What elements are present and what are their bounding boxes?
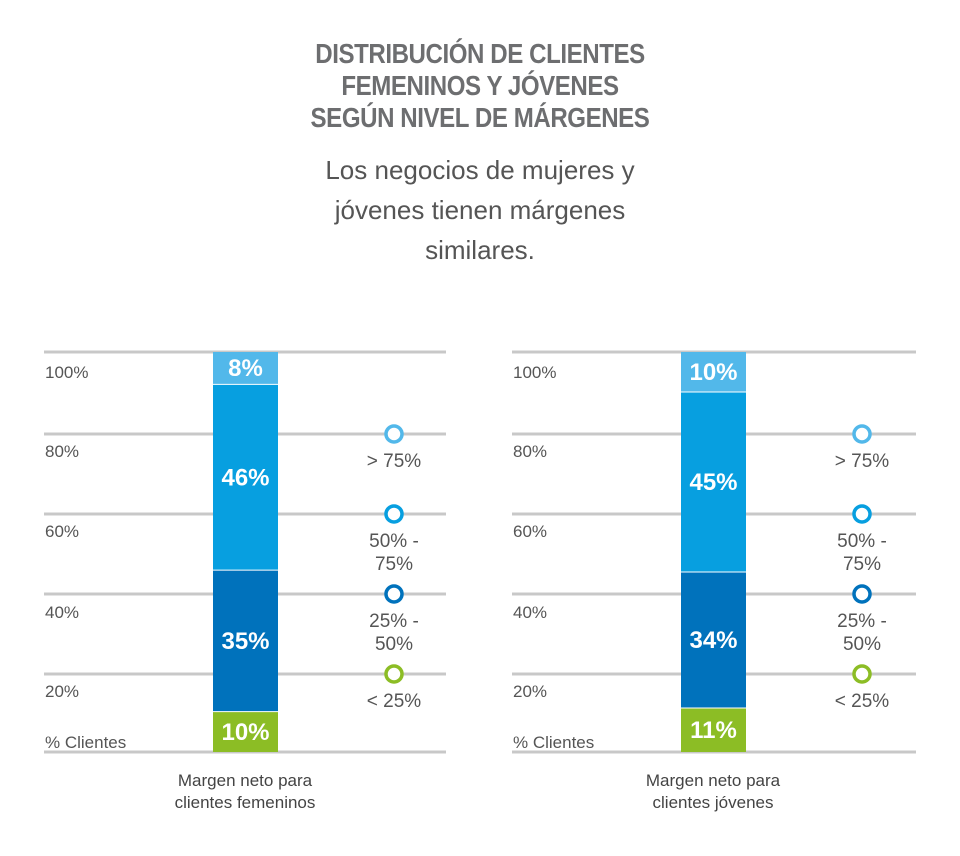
bar-segment-female-3 [213, 352, 278, 385]
legend-label-youth-0-0: > 75% [835, 451, 890, 472]
bar-label-youth-3: 10% [689, 359, 737, 386]
legend-marker-female-0 [384, 424, 404, 444]
xlabel-youth-line-1: Margen neto para [645, 771, 781, 790]
bar-segment-youth-3 [681, 352, 746, 392]
bar-segment-female-1 [213, 570, 278, 712]
chart-youth: 100% 80% 60% 40% 20% % Clientes 11% 34% 45% 10% > … [512, 350, 916, 754]
ytick-youth-3: 40% [513, 603, 547, 622]
bar-segment-female-2 [213, 384, 278, 571]
ytick-youth-1: 80% [513, 442, 547, 461]
bar-label-female-1: 35% [221, 628, 269, 655]
legend-marker-youth-1 [852, 504, 872, 524]
bar-label-female-0: 10% [221, 719, 269, 746]
ytick-female-3: 40% [45, 603, 79, 622]
legend-marker-female-1 [384, 504, 404, 524]
xlabel-female: Margen neto para clientes femeninos [95, 770, 395, 814]
bar-label-youth-1: 34% [689, 627, 737, 654]
bar-label-female-2: 46% [221, 464, 269, 491]
ylabel-female: % Clientes [45, 733, 126, 752]
legend-marker-youth-0 [852, 424, 872, 444]
xlabel-youth-line-2: clientes jóvenes [652, 793, 774, 812]
xlabel-youth: Margen neto para clientes jóvenes [563, 770, 863, 814]
subtitle-line-2: jóvenes tienen márgenes [334, 195, 626, 225]
legend-marker-youth-3 [852, 664, 872, 684]
legend-label-female-1-0: 50% - [369, 531, 419, 552]
legend-label-youth-3-0: < 25% [835, 691, 890, 712]
ytick-youth-4: 20% [513, 682, 547, 701]
bar-label-youth-2: 45% [689, 469, 737, 496]
chart-female: 100% 80% 60% 40% 20% % Clientes 10% 35% 46% 8% > 7… [44, 350, 446, 754]
ylabel-youth: % Clientes [513, 733, 594, 752]
subtitle-line-3: similares. [425, 235, 535, 265]
bar-label-youth-0: 11% [690, 717, 737, 744]
ytick-female-2: 60% [45, 522, 79, 541]
legend-label-female-2-1: 50% [375, 634, 413, 655]
bar-segment-youth-1 [681, 572, 746, 708]
ytick-female-1: 80% [45, 442, 79, 461]
legend-label-youth-1-0: 50% - [837, 531, 887, 552]
ytick-youth-2: 60% [513, 522, 547, 541]
title-line-1: DISTRIBUCIÓN DE CLIENTES [315, 38, 645, 69]
xlabel-female-line-1: Margen neto para [177, 771, 313, 790]
legend-marker-youth-2 [852, 584, 872, 604]
ytick-youth-0: 100% [513, 363, 556, 382]
chart-title: DISTRIBUCIÓN DE CLIENTES FEMENINOS Y JÓV… [67, 38, 893, 134]
bar-label-female-3: 8% [228, 355, 263, 382]
legend-label-female-0-0: > 75% [367, 451, 422, 472]
title-line-3: SEGÚN NIVEL DE MÁRGENES [310, 102, 650, 133]
legend-label-youth-2-0: 25% - [837, 611, 887, 632]
ytick-female-0: 100% [45, 363, 88, 382]
legend-label-youth-1-1: 75% [843, 554, 881, 575]
legend-label-female-2-0: 25% - [369, 611, 419, 632]
legend-label-female-3-0: < 25% [367, 691, 422, 712]
chart-subtitle: Los negocios de mujeres y jóvenes tienen… [280, 150, 680, 270]
ytick-female-4: 20% [45, 682, 79, 701]
legend-label-female-1-1: 75% [375, 554, 413, 575]
xlabel-female-line-2: clientes femeninos [174, 793, 316, 812]
title-line-2: FEMENINOS Y JÓVENES [341, 70, 619, 101]
subtitle-line-1: Los negocios de mujeres y [325, 155, 635, 185]
bar-segment-youth-0 [681, 708, 746, 752]
legend-label-youth-2-1: 50% [843, 634, 881, 655]
legend-marker-female-3 [384, 664, 404, 684]
legend-marker-female-2 [384, 584, 404, 604]
bar-segment-female-0 [213, 711, 278, 752]
bar-segment-youth-2 [681, 392, 746, 572]
